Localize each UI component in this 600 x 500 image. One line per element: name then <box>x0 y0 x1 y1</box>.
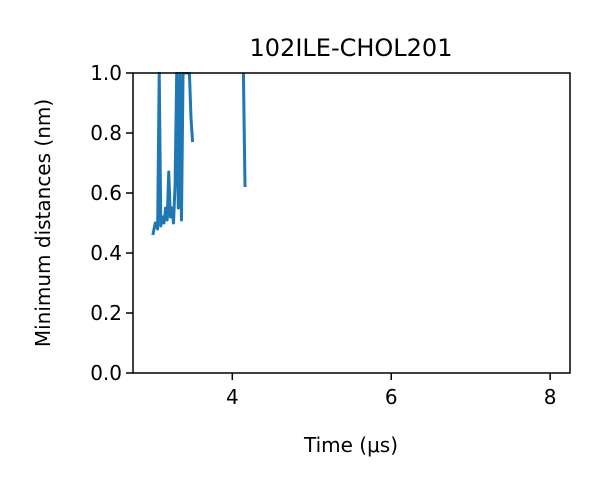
series-line-segment-2 <box>241 72 247 188</box>
y-tick-label: 1.0 <box>90 61 122 85</box>
y-tick-label: 0.8 <box>90 121 122 145</box>
y-tick-label: 0.0 <box>90 361 122 385</box>
y-tick-label: 0.2 <box>90 301 122 325</box>
axes-frame <box>132 72 571 374</box>
plot-area <box>151 72 247 236</box>
x-axis-label: Time (μs) <box>303 433 398 457</box>
x-axis: 4 6 8 <box>226 373 557 409</box>
y-tick-label: 0.6 <box>90 181 122 205</box>
x-tick-label: 4 <box>226 385 239 409</box>
x-tick-label: 6 <box>385 385 398 409</box>
y-tick-label: 0.4 <box>90 241 122 265</box>
chart-title: 102ILE-CHOL201 <box>250 34 453 62</box>
y-axis: 0.0 0.2 0.4 0.6 0.8 1.0 <box>90 61 133 385</box>
y-axis-label: Minimum distances (nm) <box>31 99 55 347</box>
series-line-segment-1 <box>151 72 195 236</box>
x-tick-label: 8 <box>544 385 557 409</box>
